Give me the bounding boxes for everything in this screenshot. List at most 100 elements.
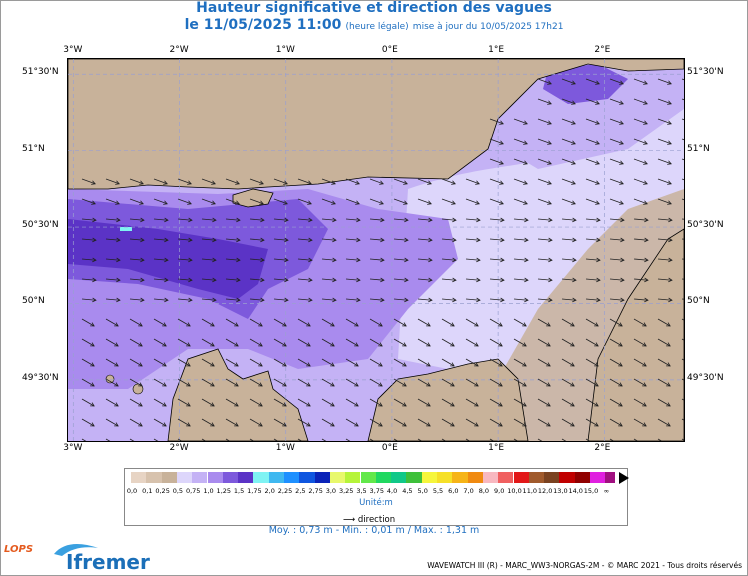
direction-arrow [561,298,576,301]
direction-arrowhead [570,322,575,327]
direction-arrow [609,298,624,301]
direction-arrow [609,238,624,241]
direction-arrow [201,258,216,261]
direction-arrowhead [115,180,120,185]
legend-level-label: 0,1 [142,487,153,495]
map-canvas [68,59,684,441]
direction-arrowhead [307,200,312,205]
direction-arrowhead [571,180,576,185]
direction-arrowhead [138,422,143,427]
direction-arrow [585,318,599,327]
lon-tick-bottom: 0°E [381,443,398,453]
direction-arrowhead [547,100,552,105]
direction-arrowhead [428,217,433,223]
direction-arrowhead [476,237,481,243]
legal-time-note: (heure légale) [345,22,409,32]
direction-arrow [585,118,600,125]
direction-arrow [609,438,615,441]
legend-level-label: 3,25 [338,487,354,495]
direction-arrowhead [572,217,577,223]
direction-arrowhead [138,382,143,387]
direction-arrowhead [428,297,433,303]
direction-arrow [297,338,311,347]
direction-arrow [585,378,599,387]
direction-arrowhead [499,200,504,205]
direction-arrow [609,358,623,367]
legend-swatch [559,472,576,483]
direction-arrow [153,258,168,261]
direction-label: direction [357,515,396,525]
direction-arrowhead [644,277,649,283]
direction-arrow [129,418,143,427]
direction-arrow [129,338,143,347]
direction-arrowhead [114,342,119,347]
direction-arrowhead [571,140,576,145]
direction-arrow [417,338,431,347]
legend-level-label: 12,0 [537,487,553,495]
direction-arrow [249,418,263,427]
direction-arrowhead [450,382,455,387]
legend-level-label: 0,0 [126,487,138,495]
direction-arrow [609,378,623,387]
direction-arrow [273,218,288,221]
direction-arrowhead [186,382,191,387]
direction-arrow [177,178,192,185]
direction-arrow [465,358,479,367]
direction-arrowhead [356,217,361,223]
direction-arrowhead [164,257,169,263]
direction-arrowhead [571,200,576,205]
direction-arrow [273,178,288,185]
direction-arrowhead [546,422,551,427]
direction-arrowhead [258,422,263,427]
direction-arrow [225,258,240,261]
legend-swatch [314,472,331,483]
direction-arrowhead [356,277,361,283]
direction-arrow [633,358,647,367]
direction-arrowhead [332,297,337,303]
direction-arrowhead [498,362,503,367]
direction-arrow [273,238,288,241]
direction-arrowhead [547,120,552,125]
direction-arrowhead [380,217,385,223]
direction-arrow [633,338,647,347]
direction-arrowhead [668,217,673,223]
sea-zone-north-sea [543,64,628,104]
direction-arrowhead [548,277,553,283]
direction-arrowhead [595,80,600,85]
direction-arrow [129,258,144,261]
direction-arrow [225,398,239,407]
direction-arrowhead [523,160,528,165]
direction-arrowhead [138,342,143,347]
direction-arrowhead [210,422,215,427]
direction-arrow [537,158,552,165]
direction-arrow [345,318,359,327]
lon-tick-top: 0°E [381,45,398,55]
direction-arrowhead [570,362,575,367]
direction-arrow [561,138,576,145]
legend-swatch [482,472,500,483]
direction-arrow [249,258,264,261]
direction-arrow [81,438,87,441]
direction-arrow [321,258,336,261]
direction-arrowhead [596,257,601,263]
direction-arrowhead [354,322,359,327]
direction-arrowhead [282,382,287,387]
direction-arrowhead [452,277,457,283]
direction-arrowhead [570,402,575,407]
direction-arrowhead [595,140,600,145]
direction-arrowhead [618,382,623,387]
direction-arrow [441,358,455,367]
direction-arrow [417,438,423,441]
direction-arrowhead [164,277,169,283]
direction-arrowhead [212,297,217,303]
direction-arrowhead [258,342,263,347]
direction-arrowhead [234,402,239,407]
direction-arrowhead [474,402,479,407]
direction-arrowhead [572,277,577,283]
direction-arrowhead [596,237,601,243]
direction-arrowhead [378,342,383,347]
direction-arrowhead [235,200,240,205]
direction-arrowhead [236,237,241,243]
direction-arrowhead [571,100,576,105]
direction-arrow [297,378,311,387]
